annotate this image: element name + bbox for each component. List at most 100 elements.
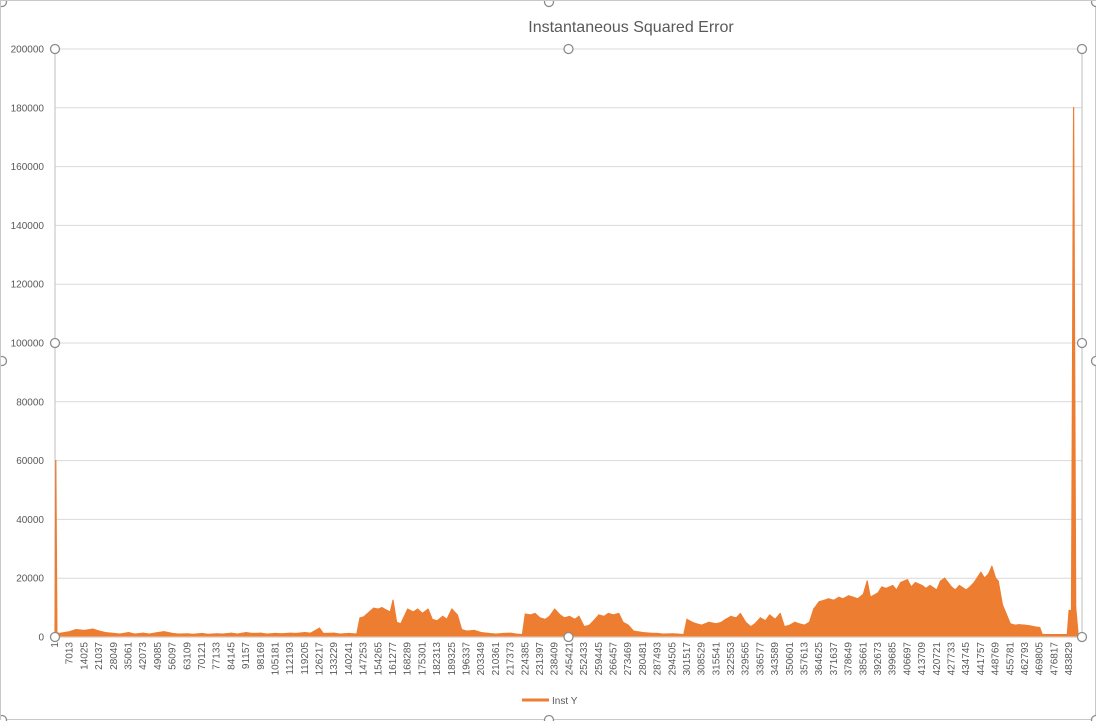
chart-area-resize-handle[interactable] [1, 357, 7, 366]
x-tick-label: 133229 [329, 642, 340, 676]
data-point [708, 622, 709, 623]
data-point [760, 617, 761, 618]
x-tick-label: 350601 [785, 642, 796, 676]
chart-area-resize-handle[interactable] [545, 716, 554, 721]
data-point [1042, 634, 1043, 635]
data-point [119, 634, 120, 635]
data-point [295, 633, 296, 634]
x-tick-label: 161277 [388, 642, 399, 676]
chart-area-resize-handle[interactable] [545, 1, 554, 7]
data-point [944, 578, 945, 579]
x-tick-label: 273469 [623, 642, 634, 676]
data-point [765, 620, 766, 621]
data-point [828, 598, 829, 599]
data-point [716, 623, 717, 624]
data-point [633, 631, 634, 632]
x-tick-label: 126217 [315, 642, 326, 676]
y-tick-label: 0 [38, 633, 44, 644]
data-point [534, 613, 535, 614]
chart-area-resize-handle[interactable] [1092, 357, 1096, 366]
chart-area-resize-handle[interactable] [1, 716, 7, 721]
data-point [794, 622, 795, 623]
plot-area-resize-handle[interactable] [51, 339, 60, 348]
y-tick-label: 100000 [11, 339, 45, 350]
x-tick-label: 308529 [697, 642, 708, 676]
chart-area-resize-handle[interactable] [1092, 716, 1096, 721]
data-point [319, 628, 320, 629]
data-point [896, 589, 897, 590]
data-point [1075, 607, 1076, 608]
x-tick-label: 224385 [520, 642, 531, 676]
x-tick-label: 42073 [138, 642, 149, 670]
x-tick-label: 371637 [829, 642, 840, 676]
plot-area-resize-handle[interactable] [51, 45, 60, 54]
data-point [442, 616, 443, 617]
data-point [721, 622, 722, 623]
x-tick-label: 49085 [153, 642, 164, 670]
plot-area-resize-handle[interactable] [564, 45, 573, 54]
data-point [193, 634, 194, 635]
plot-area-resize-handle[interactable] [1078, 339, 1087, 348]
plot-area-resize-handle[interactable] [564, 633, 573, 642]
x-tick-label: 427733 [946, 642, 957, 676]
x-tick-label: 364625 [814, 642, 825, 676]
x-tick-label: 56097 [168, 642, 179, 670]
data-point [413, 611, 414, 612]
x-tick-label: 189325 [447, 642, 458, 676]
x-tick-label: 343589 [770, 642, 781, 676]
data-point [461, 629, 462, 630]
data-point [417, 609, 418, 610]
data-point [503, 633, 504, 634]
data-point [281, 633, 282, 634]
data-point [323, 633, 324, 634]
data-point [813, 609, 814, 610]
chart-area-resize-handle[interactable] [1092, 1, 1096, 7]
y-tick-label: 200000 [11, 45, 45, 56]
data-point [466, 631, 467, 632]
data-point [915, 582, 916, 583]
data-point [789, 625, 790, 626]
data-point [870, 597, 871, 598]
x-tick-label: 14025 [79, 642, 90, 670]
data-point [149, 634, 150, 635]
x-tick-label: 112193 [285, 642, 296, 675]
data-point [554, 609, 555, 610]
y-tick-label: 120000 [11, 280, 45, 291]
plot-area-resize-handle[interactable] [1078, 45, 1087, 54]
data-point [569, 616, 570, 617]
x-tick-label: 322553 [726, 642, 737, 676]
data-point [628, 625, 629, 626]
x-tick-label: 168289 [403, 642, 414, 676]
data-point [290, 633, 291, 634]
data-point [99, 631, 100, 632]
x-tick-label: 21037 [94, 642, 105, 670]
series-area-inst-y [55, 108, 1078, 637]
data-point [642, 632, 643, 633]
x-tick-label: 182313 [432, 642, 443, 676]
y-axis-ticks: 0200004000060000800001000001200001400001… [11, 45, 45, 644]
data-point [143, 633, 144, 634]
plot-area-resize-handle[interactable] [51, 633, 60, 642]
x-tick-label: 469805 [1035, 642, 1046, 676]
data-point [266, 634, 267, 635]
data-point [683, 634, 684, 635]
x-tick-label: 406697 [902, 642, 913, 676]
data-point [216, 633, 217, 634]
x-tick-label: 434745 [961, 642, 972, 676]
y-tick-label: 40000 [16, 515, 44, 526]
plot-area-resize-handle[interactable] [1078, 633, 1087, 642]
data-point [207, 634, 208, 635]
x-tick-label: 462793 [1020, 642, 1031, 676]
data-point [824, 600, 825, 601]
data-point [348, 633, 349, 634]
data-point [530, 614, 531, 615]
data-point [275, 633, 276, 634]
data-point [1067, 634, 1068, 635]
data-point [260, 633, 261, 634]
chart-area-resize-handle[interactable] [1, 1, 7, 7]
data-point [396, 622, 397, 623]
x-tick-label: 35061 [123, 642, 134, 670]
data-point [105, 632, 106, 633]
data-point [959, 585, 960, 586]
